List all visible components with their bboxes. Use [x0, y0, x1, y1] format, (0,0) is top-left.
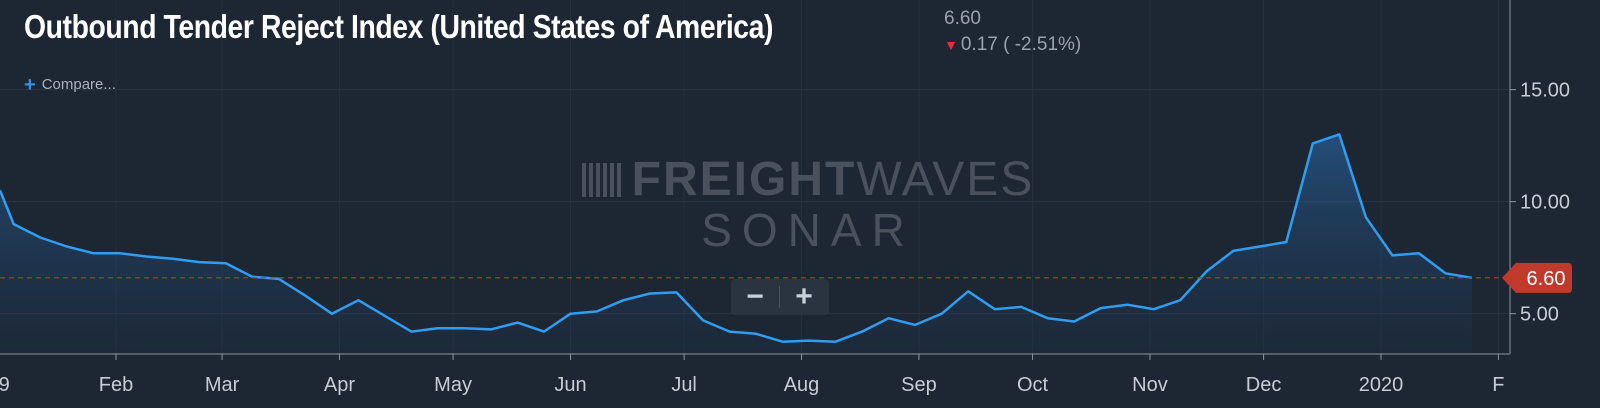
- x-tick-label: 19: [0, 374, 10, 396]
- zoom-controls: − +: [731, 279, 829, 315]
- last-value-tag: 6.60: [1502, 262, 1572, 293]
- x-tick-label: Mar: [205, 374, 240, 396]
- plus-icon: +: [24, 74, 36, 96]
- x-tick-label: Aug: [784, 374, 820, 396]
- series-area: [0, 134, 1472, 354]
- zoom-in-button[interactable]: +: [795, 280, 813, 313]
- chart-title: Outbound Tender Reject Index (United Sta…: [24, 8, 774, 45]
- change-text: 0.17 ( -2.51%): [960, 34, 1082, 55]
- x-tick-label: Sep: [901, 374, 937, 396]
- x-tick-label: F: [1492, 374, 1504, 396]
- x-tick-label: Jul: [671, 374, 697, 396]
- compare-button[interactable]: + Compare...: [24, 74, 116, 97]
- zoom-divider: [779, 286, 780, 308]
- change-indicator: ▼ 0.17 ( -2.51%): [944, 34, 1081, 56]
- series-line: [0, 133, 1473, 343]
- last-value-tag-shape: [1502, 262, 1572, 293]
- x-tick-label: 2020: [1359, 374, 1404, 396]
- x-tick-label: Jun: [554, 374, 586, 396]
- x-tick-label: Feb: [99, 374, 133, 396]
- last-value-tag-label: 6.60: [1527, 268, 1566, 290]
- x-tick-label: May: [434, 374, 472, 396]
- x-tick-label: Dec: [1246, 374, 1282, 396]
- y-tick-label: 15.00: [1520, 80, 1570, 102]
- zoom-out-button[interactable]: −: [746, 280, 764, 313]
- compare-label: Compare...: [41, 76, 116, 93]
- last-value: 6.60: [944, 8, 981, 29]
- x-tick-label: Oct: [1017, 374, 1049, 396]
- series-area-fill: [0, 134, 1472, 354]
- down-arrow-icon: ▼: [944, 37, 958, 53]
- x-tick-label: Nov: [1132, 374, 1168, 396]
- axes: 5.00 10.00 15.00 19 Feb Mar Apr May Jun Jul Aug Sep…: [0, 0, 1570, 396]
- y-tick-label: 5.00: [1520, 304, 1559, 326]
- y-tick-label: 10.00: [1520, 192, 1570, 214]
- x-tick-label: Apr: [324, 374, 355, 396]
